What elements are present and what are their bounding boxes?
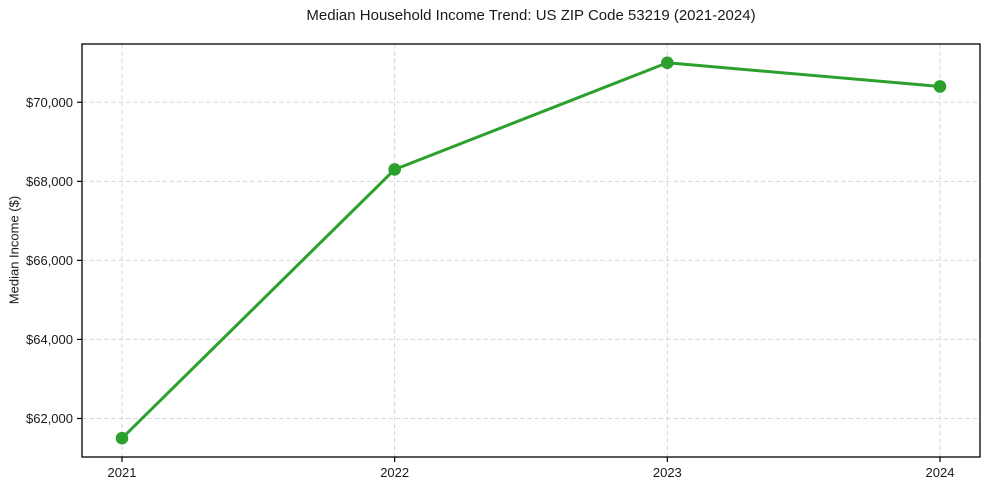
plot-border bbox=[81, 43, 981, 458]
y-tick-label: $64,000 bbox=[26, 332, 73, 347]
x-tick-label: 2022 bbox=[380, 465, 409, 480]
x-tick-label: 2021 bbox=[108, 465, 137, 480]
x-tick-label: 2024 bbox=[926, 465, 955, 480]
data-point-2024 bbox=[933, 80, 947, 93]
y-tick-label: $66,000 bbox=[26, 253, 73, 268]
x-tick-label: 2023 bbox=[653, 465, 682, 480]
y-tick-label: $62,000 bbox=[26, 411, 73, 426]
income-trend-line bbox=[120, 61, 942, 440]
plot-background bbox=[82, 44, 980, 457]
chart-title: Median Household Income Trend: US ZIP Co… bbox=[306, 7, 756, 24]
y-tick-label: $68,000 bbox=[26, 174, 73, 189]
data-point-2021 bbox=[115, 431, 129, 445]
data-point-2022 bbox=[388, 163, 401, 176]
y-tick-label: $70,000 bbox=[26, 95, 73, 110]
data-point-2023 bbox=[661, 56, 674, 70]
